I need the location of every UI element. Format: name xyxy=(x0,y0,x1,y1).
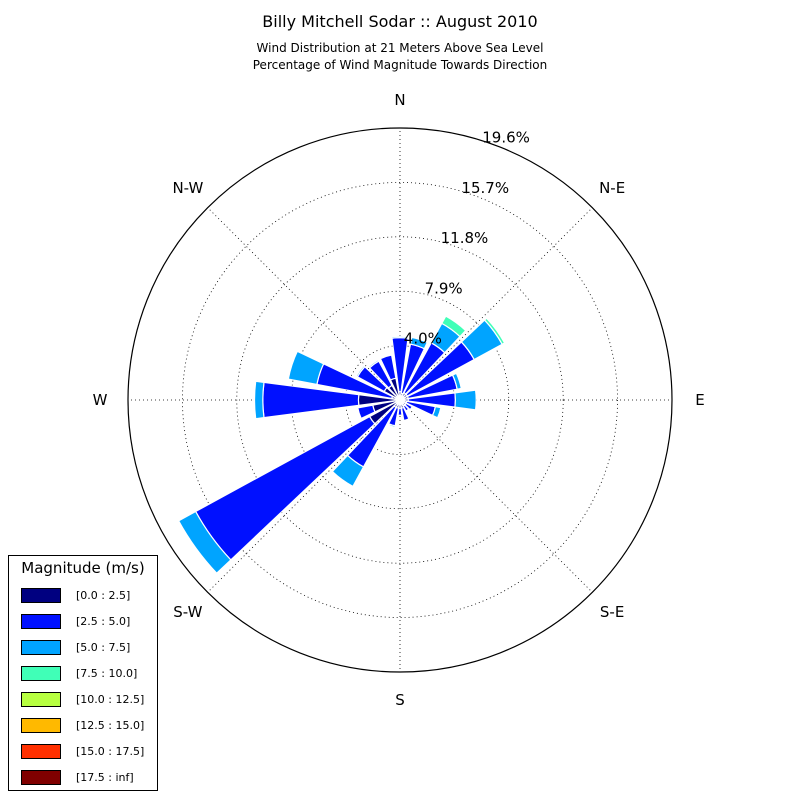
wind-bar-segment xyxy=(253,380,265,420)
magnitude-legend: Magnitude (m/s) [0.0 : 2.5] [2.5 : 5.0] … xyxy=(8,555,158,791)
legend-swatch xyxy=(21,666,61,681)
wind-bar-segment xyxy=(391,335,409,339)
legend-label: [17.5 : inf] xyxy=(76,771,134,784)
chart-subtitle-line2: Percentage of Wind Magnitude Towards Dir… xyxy=(252,58,548,72)
legend-swatch xyxy=(21,744,61,759)
wind-bar-segment xyxy=(454,389,477,411)
legend-swatch xyxy=(21,614,61,629)
direction-label: S xyxy=(395,691,405,709)
wind-bar-segment xyxy=(194,415,376,561)
wind-bar-segment xyxy=(402,404,410,412)
legend-label: [7.5 : 10.0] xyxy=(76,667,138,680)
radial-tick-label: 11.8% xyxy=(441,229,489,247)
legend-item: [17.5 : inf] xyxy=(21,770,157,786)
wind-bar-segment xyxy=(451,372,462,390)
legend-label: [10.0 : 12.5] xyxy=(76,693,145,706)
wind-bar-segment xyxy=(355,364,366,378)
legend-item: [0.0 : 2.5] xyxy=(21,588,157,604)
legend-swatch xyxy=(21,588,61,603)
radial-tick-label: 7.9% xyxy=(425,280,463,298)
wind-bar-segment xyxy=(440,315,467,338)
radial-tick-label: 15.7% xyxy=(461,179,509,197)
grid-spoke xyxy=(399,399,593,593)
wind-bar-segment xyxy=(379,354,397,381)
wind-bar-segment xyxy=(409,336,429,350)
legend-label: [2.5 : 5.0] xyxy=(76,615,131,628)
legend-swatch xyxy=(21,770,61,785)
radial-tick-label: 19.6% xyxy=(482,129,530,147)
legend-label: [0.0 : 2.5] xyxy=(76,589,131,602)
direction-label: S-W xyxy=(173,603,202,621)
wind-bar-segment xyxy=(400,406,410,422)
direction-label: W xyxy=(93,391,108,409)
direction-label: N xyxy=(394,91,405,109)
legend-item: [12.5 : 15.0] xyxy=(21,718,157,734)
wind-bar-segment xyxy=(367,359,380,369)
outer-circle xyxy=(127,127,673,673)
legend-item: [7.5 : 10.0] xyxy=(21,666,157,682)
legend-title: Magnitude (m/s) xyxy=(21,559,145,577)
direction-label: S-E xyxy=(600,603,624,621)
legend-item: [10.0 : 12.5] xyxy=(21,692,157,708)
grid-circle xyxy=(182,182,618,618)
grid-circle xyxy=(236,236,564,564)
legend-label: [12.5 : 15.0] xyxy=(76,719,145,732)
legend-label: [5.0 : 7.5] xyxy=(76,641,131,654)
axis-labels: 4.0% 7.9% 11.8% 15.7% 19.6% N N-E E S-E S S-W W N-W xyxy=(93,91,705,709)
direction-label: N-E xyxy=(599,179,625,197)
radial-tick-label: 4.0% xyxy=(404,330,442,348)
wind-bar-segment xyxy=(287,350,325,386)
wind-bar-segment xyxy=(331,454,365,488)
wind-bar-segment xyxy=(431,405,442,419)
wind-bar-segment xyxy=(397,407,403,416)
wind-bar-segment xyxy=(357,404,376,420)
grid-spoke xyxy=(399,207,593,401)
wind-bar-segment xyxy=(404,402,413,411)
grid-spoke xyxy=(207,399,401,593)
wind-bar-segment xyxy=(483,317,506,346)
chart-title: Billy Mitchell Sodar :: August 2010 xyxy=(262,12,538,31)
legend-label: [15.0 : 17.5] xyxy=(76,745,145,758)
grid-spoke xyxy=(207,207,401,401)
legend-item: [2.5 : 5.0] xyxy=(21,614,157,630)
legend-item: [15.0 : 17.5] xyxy=(21,744,157,760)
legend-swatch xyxy=(21,718,61,733)
legend-swatch xyxy=(21,640,61,655)
wind-bar-segment xyxy=(387,422,396,428)
chart-subtitle-line1: Wind Distribution at 21 Meters Above Sea… xyxy=(256,41,544,55)
legend-item: [5.0 : 7.5] xyxy=(21,640,157,656)
legend-swatch xyxy=(21,692,61,707)
wind-bar-segment xyxy=(177,510,232,575)
wind-bars xyxy=(177,315,506,575)
direction-label: E xyxy=(695,391,704,409)
direction-label: N-W xyxy=(172,179,203,197)
